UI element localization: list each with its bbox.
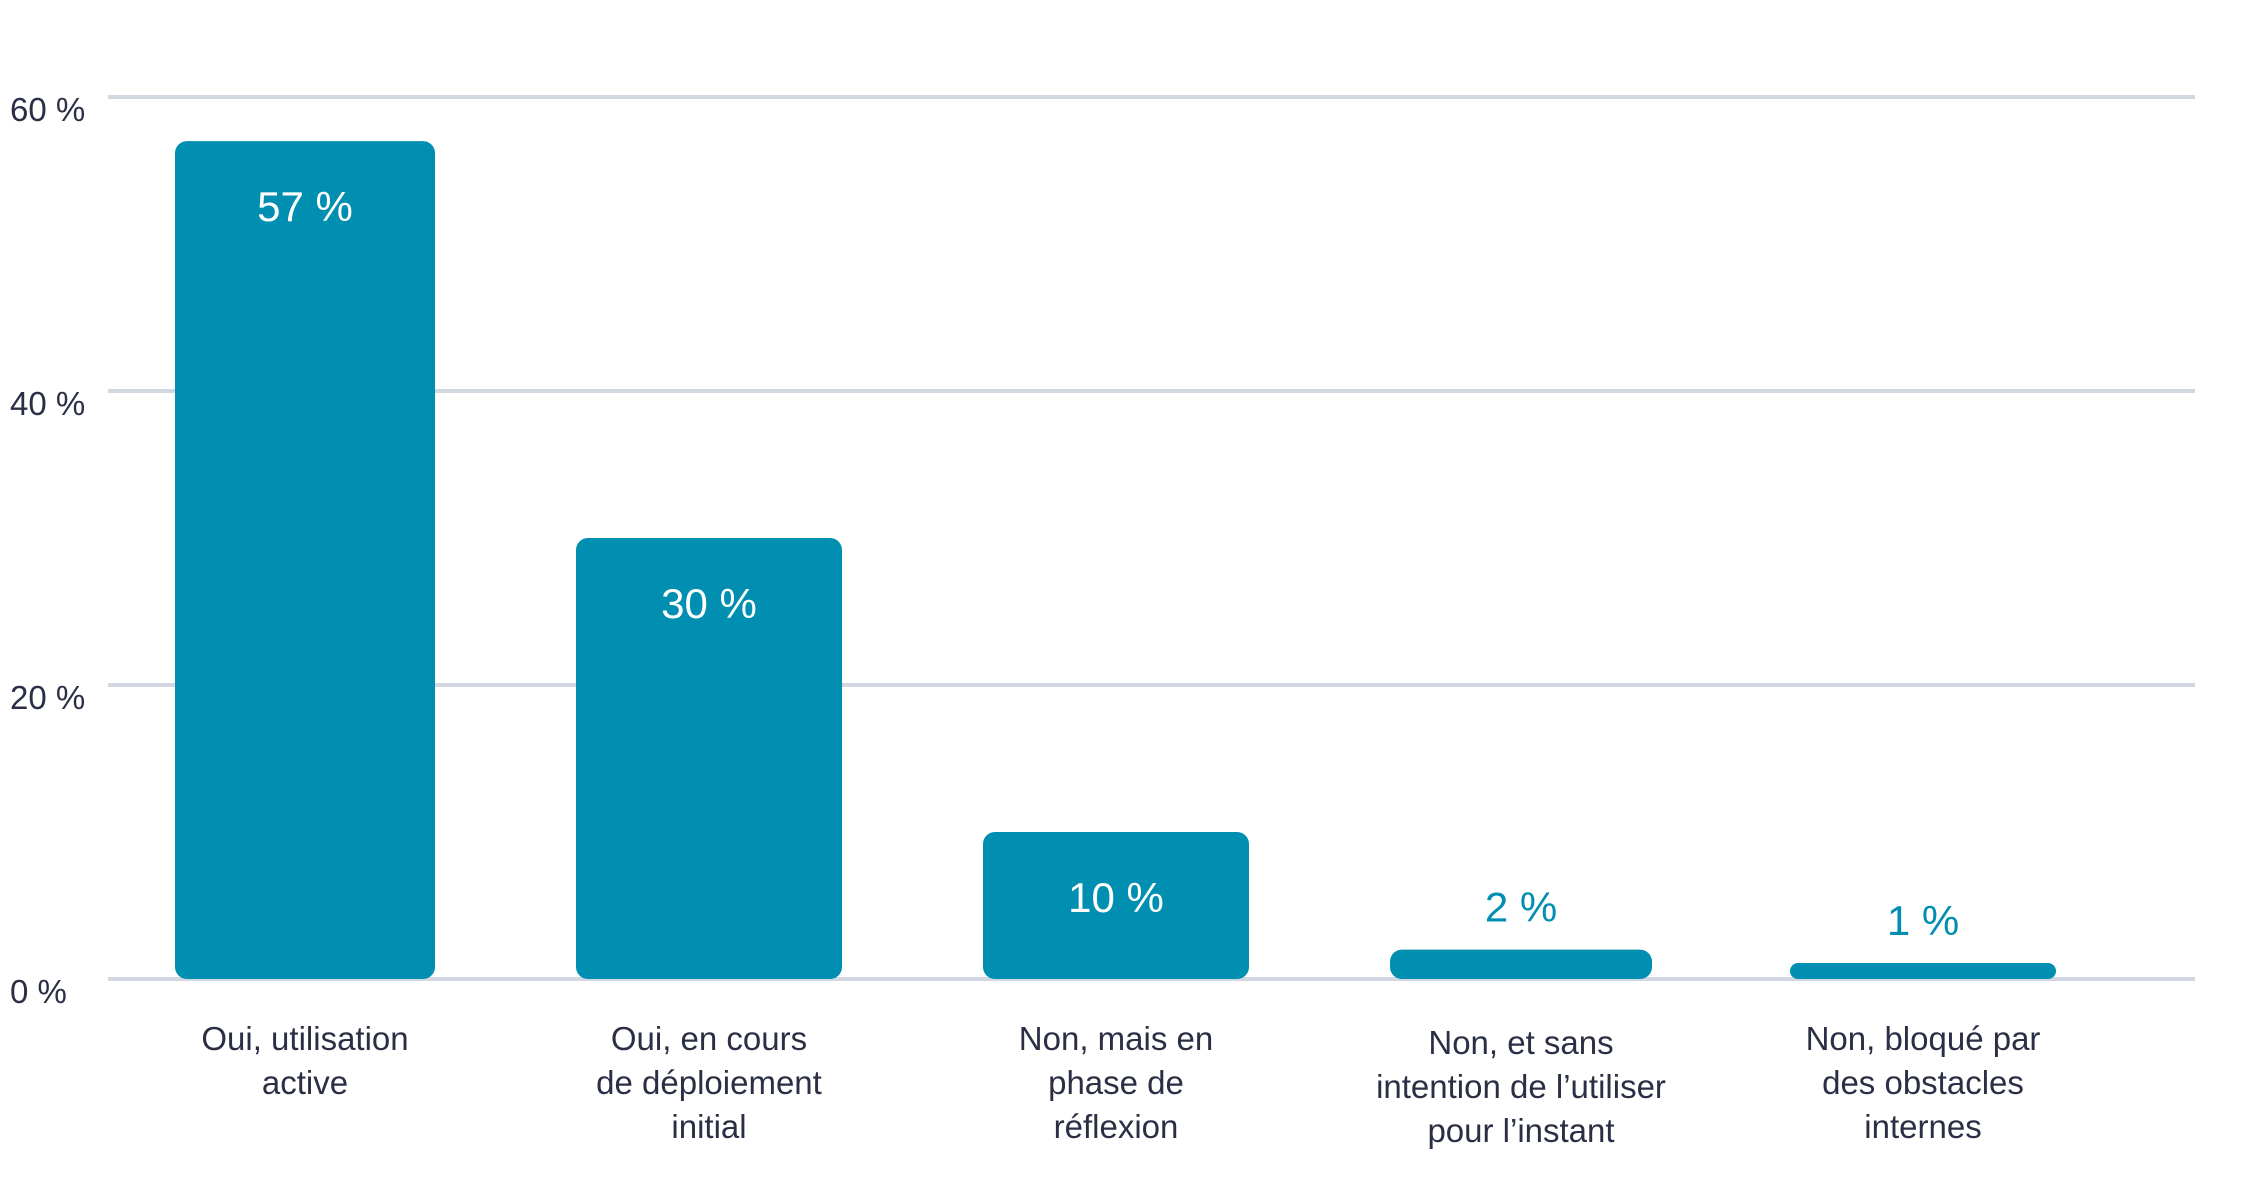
bar [1790, 963, 2056, 979]
bar-value-label: 1 % [1887, 897, 1959, 944]
bar [1390, 949, 1652, 979]
bar-value-labels: 57 % 30 % 10 % 2 % 1 % [257, 183, 1959, 944]
bar-value-label: 10 % [1068, 874, 1164, 921]
y-tick-label: 0 % [10, 973, 67, 1010]
x-category-label: initial [671, 1108, 746, 1145]
x-category-label: réflexion [1054, 1108, 1179, 1145]
x-category-label: active [262, 1064, 348, 1101]
x-category-label: intention de l’utiliser [1376, 1068, 1666, 1105]
x-category-label: phase de [1048, 1064, 1184, 1101]
x-category-label: Non, et sans [1428, 1024, 1613, 1061]
bar-value-label: 30 % [661, 580, 757, 627]
y-tick-label: 20 % [10, 679, 85, 716]
bars [175, 141, 2056, 980]
x-category-label: Oui, utilisation [201, 1020, 408, 1057]
x-category-label: Non, bloqué par [1806, 1020, 2041, 1057]
bar [983, 832, 1249, 979]
x-category-label: internes [1864, 1108, 1981, 1145]
x-category-label: de déploiement [596, 1064, 822, 1101]
x-category-label: Non, mais en [1019, 1020, 1213, 1057]
x-category-label: Oui, en cours [611, 1020, 807, 1057]
y-axis-ticks: 0 % 20 % 40 % 60 % [10, 91, 85, 1010]
y-tick-label: 60 % [10, 91, 85, 128]
bar [175, 141, 435, 980]
bar-value-label: 2 % [1485, 884, 1557, 931]
x-category-label: des obstacles [1822, 1064, 2024, 1101]
x-axis-categories: Oui, utilisation active Oui, en cours de dé… [201, 1020, 2040, 1149]
bar [576, 538, 842, 979]
bar-value-label: 57 % [257, 183, 353, 230]
y-tick-label: 40 % [10, 385, 85, 422]
x-category-label: pour l’instant [1427, 1112, 1614, 1149]
